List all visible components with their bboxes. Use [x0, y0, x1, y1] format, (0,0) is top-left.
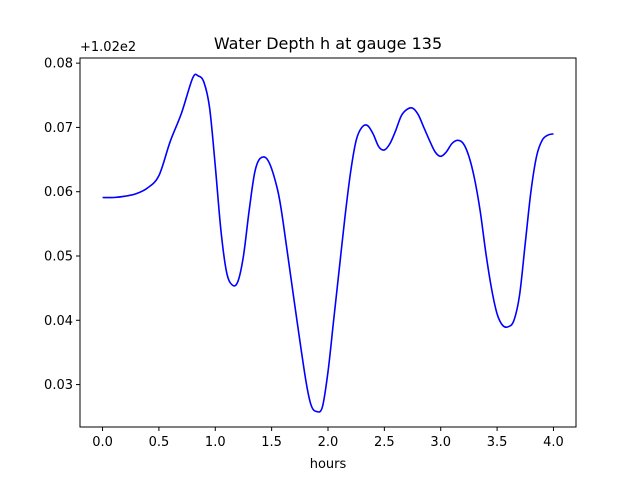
- x-axis-label: hours: [310, 457, 347, 472]
- chart-title: Water Depth h at gauge 135: [214, 34, 442, 53]
- x-tick-label: 3.5: [487, 435, 508, 450]
- y-tick-label: 0.08: [44, 57, 73, 72]
- y-tick-label: 0.04: [44, 314, 73, 329]
- y-tick-label: 0.05: [44, 250, 73, 265]
- axes-frame: [79, 57, 577, 428]
- y-tick-label: 0.06: [44, 185, 73, 200]
- x-tick-label: 2.0: [318, 435, 339, 450]
- x-tick-label: 1.5: [261, 435, 282, 450]
- y-tick-label: 0.07: [44, 121, 73, 136]
- x-tick-label: 4.0: [543, 435, 564, 450]
- plot-area: [102, 73, 554, 413]
- x-tick-label: 3.0: [430, 435, 451, 450]
- series-line: [102, 73, 554, 413]
- axis-ticks: 0.0 0.5 1.0 1.5 2.0 2.5 3.0 3.5 4.0 0.03 0.04 0.05 0…: [44, 57, 564, 450]
- x-tick-label: 2.5: [374, 435, 395, 450]
- x-tick-label: 0.0: [92, 435, 113, 450]
- x-tick-label: 0.5: [149, 435, 170, 450]
- x-tick-label: 1.0: [205, 435, 226, 450]
- y-tick-label: 0.03: [44, 378, 73, 393]
- y-offset-label: +1.02e2: [80, 40, 136, 55]
